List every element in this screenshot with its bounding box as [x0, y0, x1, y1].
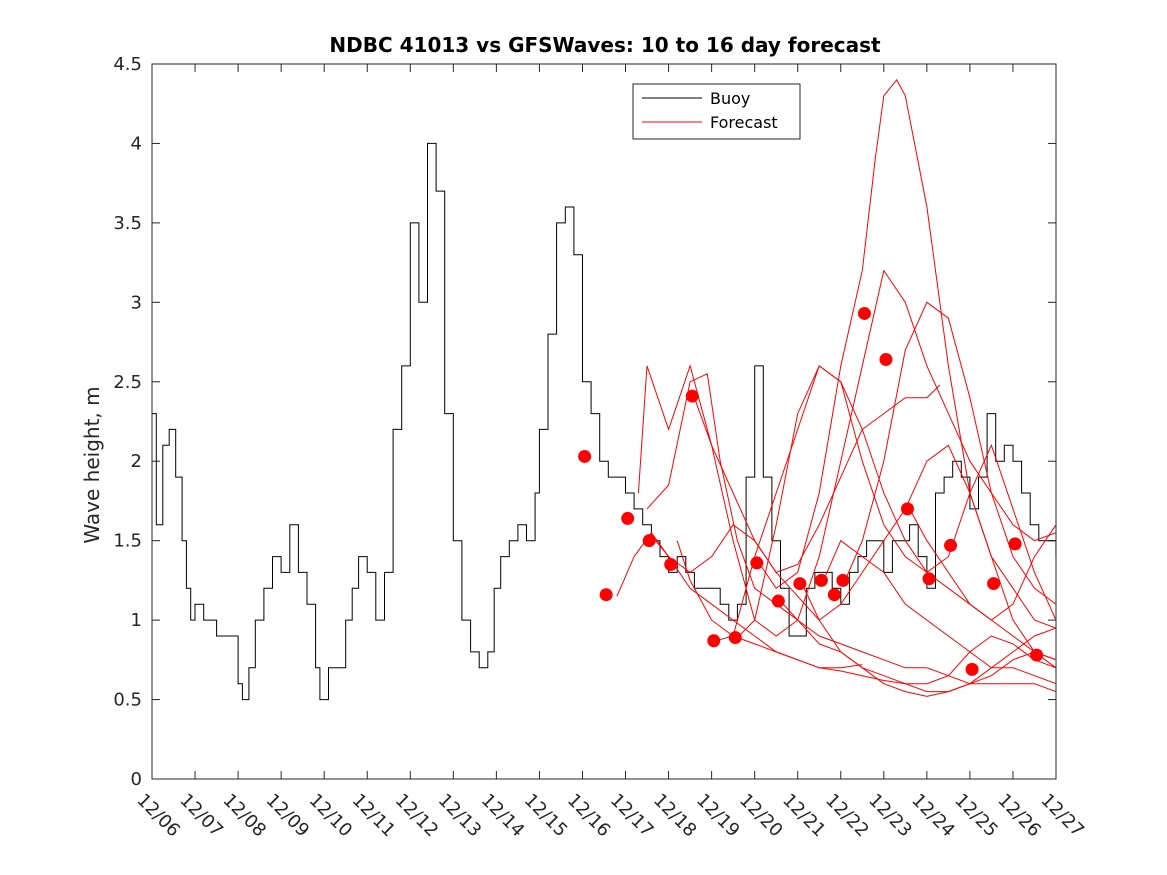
series-line-forecast-9: [758, 79, 1056, 629]
y-tick-label: 4.5: [113, 54, 142, 75]
y-tick-label: 3.5: [113, 213, 142, 234]
forecast-point: [900, 502, 914, 516]
x-tick-label: 12/19: [692, 790, 744, 842]
legend-label-buoy: Buoy: [710, 89, 750, 108]
y-tick-label: 0.5: [113, 690, 142, 711]
forecast-point: [836, 573, 850, 587]
x-tick-label: 12/12: [391, 790, 443, 842]
forecast-point: [857, 306, 871, 320]
y-tick-label: 2.5: [113, 372, 142, 393]
forecast-point: [621, 511, 635, 525]
x-tick-label: 12/18: [649, 790, 701, 842]
x-tick-label: 12/26: [993, 790, 1045, 842]
series-line-forecast-13: [844, 301, 1056, 605]
y-tick-label: 4: [131, 133, 142, 154]
forecast-point: [707, 634, 721, 648]
y-tick-label: 0: [131, 769, 142, 790]
x-tick-label: 12/24: [907, 790, 959, 842]
forecast-point: [879, 353, 893, 367]
series-line-forecast-6: [693, 269, 1056, 637]
y-tick-label: 1.5: [113, 531, 142, 552]
series-line-forecast-11: [801, 583, 1056, 697]
legend: Buoy Forecast: [632, 83, 801, 140]
forecast-point: [578, 449, 592, 463]
x-tick-label: 12/22: [821, 790, 873, 842]
axes-box: [151, 63, 1057, 780]
x-tick-label: 12/15: [520, 790, 572, 842]
forecast-point: [793, 577, 807, 591]
y-axis-label: Wave height, m: [80, 386, 104, 543]
series-line-forecast-12: [823, 539, 1056, 685]
x-tick-label: 12/23: [864, 790, 916, 842]
series-line-forecast-14: [909, 508, 1056, 621]
legend-box: [632, 83, 801, 140]
series-line-forecast-10: [780, 600, 1056, 685]
x-tick-label: 12/16: [563, 790, 615, 842]
x-tick-label: 12/25: [950, 790, 1002, 842]
forecast-point: [664, 558, 678, 571]
plot-area: 0 0.5 1 1.5 2 2.5 3 3.5 4 4.5 12/0612/0712/0812/09…: [113, 54, 1088, 841]
x-tick-label: 12/11: [348, 790, 400, 842]
forecast-point: [728, 631, 742, 645]
forecast-point: [685, 389, 699, 403]
x-tick-label: 12/20: [735, 790, 787, 842]
forecast-point: [599, 588, 613, 602]
x-tick-label: 12/27: [1036, 790, 1088, 842]
y-tick-label: 2: [131, 451, 142, 472]
series-line-forecast-7: [715, 365, 1056, 642]
y-tick-label: 1: [131, 610, 142, 631]
forecast-point: [987, 577, 1001, 591]
legend-label-forecast: Forecast: [710, 113, 778, 132]
forecast-point: [965, 662, 979, 676]
forecast-point: [771, 594, 785, 608]
x-tick-label: 12/14: [477, 790, 529, 842]
y-tick-label: 3: [131, 292, 142, 313]
x-tick-label: 12/21: [778, 790, 830, 842]
forecast-point: [814, 573, 828, 587]
series-line-forecast-1: [616, 531, 863, 669]
forecast-point: [944, 538, 958, 552]
forecast-point: [922, 572, 936, 586]
chart-title: NDBC 41013 vs GFSWaves: 10 to 16 day for…: [329, 33, 881, 57]
x-tick-label: 12/10: [305, 790, 357, 842]
forecast-point: [1008, 537, 1022, 551]
forecast-point: [642, 534, 656, 548]
x-tick-label: 12/06: [132, 790, 184, 842]
forecast-point: [750, 556, 764, 570]
forecast-point: [1030, 648, 1044, 662]
x-tick-label: 12/13: [434, 790, 486, 842]
x-tick-label: 12/09: [262, 790, 314, 842]
series-line-buoy: [152, 142, 1056, 701]
series-line-forecast-8: [737, 365, 1056, 661]
x-tick-label: 12/17: [606, 790, 658, 842]
x-tick-label: 12/07: [176, 790, 228, 842]
x-tick-label: 12/08: [219, 790, 271, 842]
forecast-point: [827, 588, 841, 602]
